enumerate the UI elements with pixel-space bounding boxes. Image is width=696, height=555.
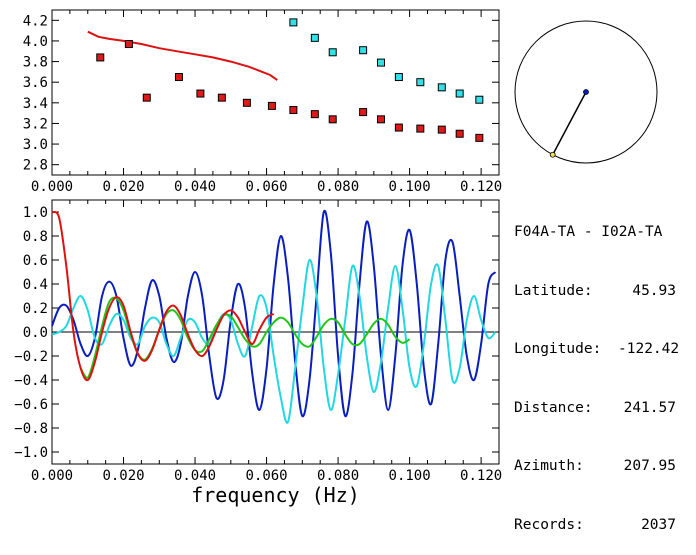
- latitude-value: 45.93: [632, 282, 676, 299]
- bottom-ytick-label: −0.6: [14, 397, 48, 413]
- bottom-xtick-label: 0.100: [389, 468, 431, 484]
- station-pair-label: F04A-TA - I02A-TA: [514, 224, 663, 240]
- group-velocity-curve: [87, 30, 278, 81]
- bottom-ytick-label: 0.2: [23, 301, 48, 317]
- cyan-square-marker: [310, 33, 319, 42]
- cyan-square-marker: [289, 18, 298, 27]
- red-square-marker: [455, 129, 464, 138]
- cyan-square-marker: [437, 83, 446, 92]
- cyan-square-marker: [475, 95, 484, 104]
- cyan-square-marker: [359, 46, 368, 55]
- info-row-azimuth: Azimuth: 207.95: [514, 457, 694, 477]
- cyan-square-marker: [455, 89, 464, 98]
- red-square-marker: [289, 106, 298, 115]
- bottom-xtick-label: 0.080: [317, 468, 359, 484]
- red-square-marker: [437, 125, 446, 134]
- red-square-marker: [124, 40, 133, 49]
- red-square-marker: [196, 89, 205, 98]
- station-info-panel: F04A-TA - I02A-TA Latitude: 45.93 Longitu…: [514, 184, 694, 555]
- red-square-marker: [394, 123, 403, 132]
- bottom-ytick-label: −1.0: [14, 445, 48, 461]
- red-square-marker: [267, 101, 276, 110]
- red-square-marker: [328, 115, 337, 124]
- top-ytick-label: 4.0: [23, 34, 48, 50]
- latitude-label: Latitude:: [514, 282, 593, 299]
- top-ytick-label: 3.4: [23, 96, 48, 112]
- compass-circle: [514, 20, 658, 164]
- station-marker: [583, 89, 589, 95]
- cyan-square-marker: [394, 73, 403, 82]
- top-xtick-label: 0.080: [317, 179, 359, 195]
- records-value: 2037: [641, 516, 676, 533]
- top-xtick-label: 0.120: [460, 179, 502, 195]
- distance-label: Distance:: [514, 399, 593, 416]
- red-square-marker: [359, 108, 368, 117]
- cyan-series-line: [51, 258, 497, 424]
- red-square-marker: [142, 93, 151, 102]
- blue-series-line: [51, 209, 497, 418]
- bottom-ytick-label: 0.8: [23, 229, 48, 245]
- bottom-ytick-label: 0.0: [23, 325, 48, 341]
- azimuth-line: [552, 91, 587, 156]
- bottom-ytick-label: 0.4: [23, 277, 48, 293]
- info-row-distance: Distance: 241.57: [514, 399, 694, 419]
- cyan-square-marker: [328, 48, 337, 57]
- dispersion-plot: 0.000 0.020 0.040 0.060 0.080 0.100 0.120 2.8 3.…: [23, 9, 502, 195]
- bottom-xtick-label: 0.040: [174, 468, 216, 484]
- records-label: Records:: [514, 516, 584, 533]
- top-ytick-label: 3.2: [23, 116, 48, 132]
- red-square-marker: [376, 115, 385, 124]
- cyan-square-marker: [376, 58, 385, 67]
- red-square-marker: [310, 110, 319, 119]
- cyan-square-marker: [416, 78, 425, 87]
- red-series-line: [51, 210, 275, 382]
- red-square-marker: [475, 133, 484, 142]
- bottom-ytick-label: −0.4: [14, 373, 48, 389]
- red-square-marker: [217, 93, 226, 102]
- bottom-ytick-label: 0.6: [23, 253, 48, 269]
- red-square-marker: [174, 73, 183, 82]
- bottom-xtick-label: 0.000: [31, 468, 73, 484]
- top-frame: [51, 9, 500, 176]
- bottom-xtick-label: 0.020: [102, 468, 144, 484]
- red-square-marker: [416, 124, 425, 133]
- bottom-xtick-label: 0.120: [460, 468, 502, 484]
- red-square-marker: [242, 98, 251, 107]
- azimuth-compass: [514, 20, 658, 164]
- top-ytick-label: 2.8: [23, 158, 48, 174]
- remote-station-marker: [549, 151, 556, 158]
- red-square-marker: [96, 53, 105, 62]
- top-ytick-label: 3.0: [23, 137, 48, 153]
- top-xtick-label: 0.040: [174, 179, 216, 195]
- info-row-longitude: Longitude: -122.42: [514, 340, 694, 360]
- info-row-latitude: Latitude: 45.93: [514, 282, 694, 302]
- top-xtick-label: 0.100: [389, 179, 431, 195]
- azimuth-label: Azimuth:: [514, 458, 584, 474]
- longitude-value: -122.42: [618, 341, 680, 357]
- bottom-xtick-label: 0.060: [245, 468, 287, 484]
- correlation-plot: 0.000 0.020 0.040 0.060 0.080 0.100 0.120 −1.0 −…: [14, 199, 502, 507]
- bottom-ytick-label: −0.2: [14, 349, 48, 365]
- top-ytick-label: 4.2: [23, 13, 48, 29]
- azimuth-value: 207.95: [623, 458, 676, 474]
- figure: 0.000 0.020 0.040 0.060 0.080 0.100 0.120 2.8 3.…: [14, 9, 658, 507]
- bottom-ytick-label: −0.8: [14, 421, 48, 437]
- distance-value: 241.57: [623, 399, 676, 416]
- top-xtick-label: 0.060: [245, 179, 287, 195]
- top-ytick-label: 3.6: [23, 75, 48, 91]
- top-xtick-label: 0.020: [102, 179, 144, 195]
- top-xtick-label: 0.000: [31, 179, 73, 195]
- x-axis-label: frequency (Hz): [191, 483, 360, 507]
- top-ytick-label: 3.8: [23, 55, 48, 71]
- bottom-ytick-label: 1.0: [23, 205, 48, 221]
- info-row-records: Records: 2037: [514, 516, 694, 536]
- longitude-label: Longitude:: [514, 341, 602, 357]
